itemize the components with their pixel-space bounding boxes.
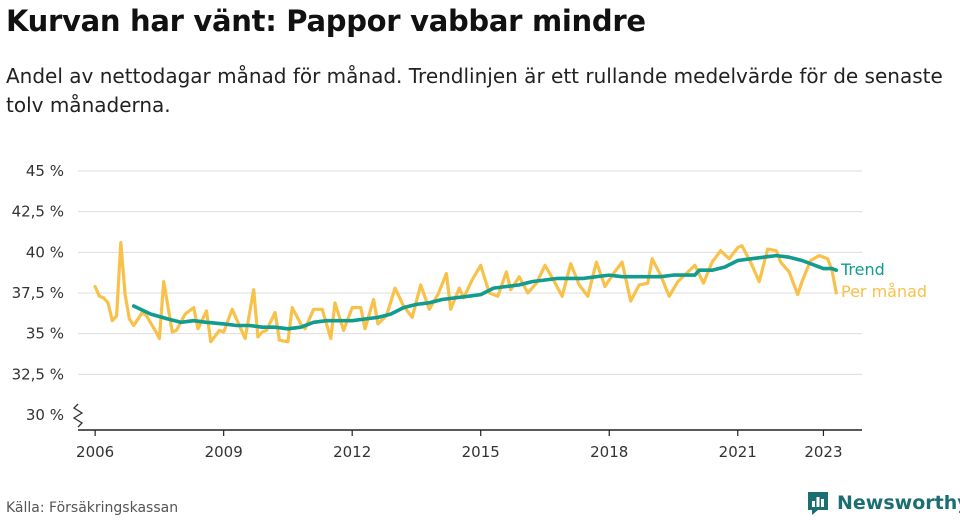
source-note: Källa: Försäkringskassan (6, 500, 179, 516)
y-tick-label: 40 % (26, 243, 64, 261)
x-tick-label: 2023 (804, 443, 842, 461)
series-lines (93, 241, 839, 344)
y-tick-label: 30 % (26, 406, 64, 424)
newsworthy-logo-icon (806, 490, 830, 516)
chart-title: Kurvan har vänt: Pappor vabbar mindre (6, 4, 646, 38)
x-tick-label: 2012 (333, 443, 371, 461)
y-tick-label: 35 % (26, 325, 64, 343)
y-tick-label: 45 % (26, 162, 64, 180)
x-tick-label: 2015 (462, 443, 500, 461)
legend-per-manad: Per månad (841, 282, 927, 301)
grid-lines (78, 170, 862, 375)
y-tick-label: 42,5 % (12, 203, 64, 221)
y-tick-label: 37,5 % (12, 284, 64, 302)
x-tick-label: 2006 (76, 443, 114, 461)
x-tick-label: 2018 (590, 443, 628, 461)
brand-name: Newsworthy (837, 492, 960, 514)
series-line-trend (131, 253, 839, 331)
y-axis-ticks: 30 % 32,5 % 35 % 37,5 % 40 % 42,5 % 45 % (12, 162, 64, 424)
x-axis (72, 403, 862, 431)
legend-trend: Trend (840, 260, 885, 279)
axis-break-icon (72, 403, 84, 428)
y-tick-label: 32,5 % (12, 365, 64, 383)
brand-logo[interactable]: Newsworthy (806, 490, 960, 516)
x-tick-label: 2009 (205, 443, 243, 461)
series-line-per-manad (93, 241, 838, 344)
x-axis-ticks: 2006 2009 2012 2015 2018 2021 2023 (76, 430, 843, 461)
chart-subtitle: Andel av nettodagar månad för månad. Tre… (6, 64, 943, 117)
x-tick-label: 2021 (719, 443, 757, 461)
legend: Trend Per månad (840, 260, 927, 301)
